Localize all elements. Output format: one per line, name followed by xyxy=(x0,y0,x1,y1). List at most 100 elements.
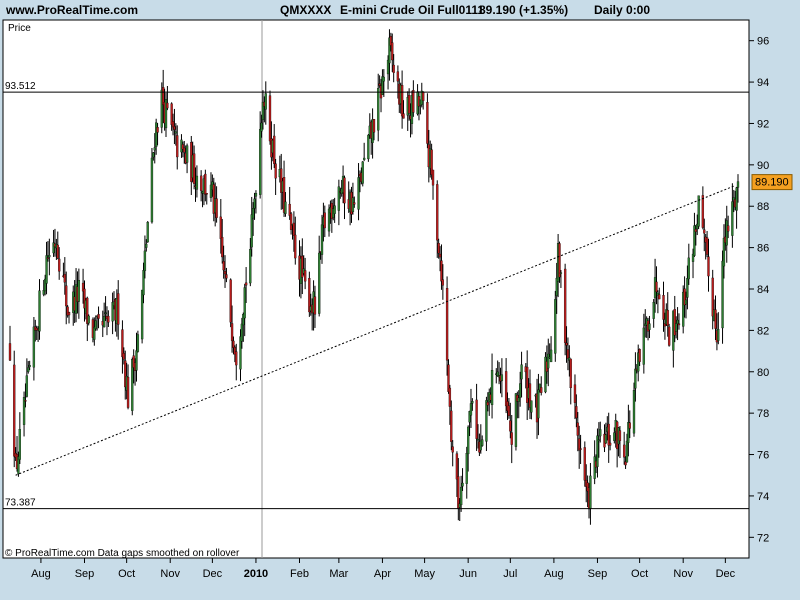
candle-body xyxy=(461,482,464,487)
candle-body xyxy=(722,237,726,267)
plot-area[interactable] xyxy=(2,19,750,559)
candle-body xyxy=(618,430,622,441)
candle-body xyxy=(608,442,612,446)
candle-body xyxy=(46,257,50,259)
candle-body xyxy=(655,281,658,293)
candle-body xyxy=(230,323,234,341)
time-axis: Aug Sep Oct Nov Dec 2010 Feb Mar Apr May Jun Jul Aug… xyxy=(31,558,736,580)
candle-body xyxy=(575,406,578,419)
candle-body xyxy=(337,186,341,211)
candle-body xyxy=(377,88,380,131)
candle-body xyxy=(97,314,100,319)
candle-body xyxy=(274,163,277,179)
candle-body xyxy=(176,135,179,158)
candle-body xyxy=(372,118,376,133)
candle-body xyxy=(707,256,710,277)
candle-body xyxy=(436,184,439,241)
candle-body xyxy=(623,444,626,458)
horizontal-level-label: 73.387 xyxy=(5,498,36,509)
symbol-code: QMXXXX xyxy=(280,3,332,17)
candle-body xyxy=(215,198,218,218)
candle-body xyxy=(705,237,709,255)
price-tick-label: 72 xyxy=(757,532,769,544)
candle-body xyxy=(486,402,489,406)
candle-body xyxy=(736,181,740,188)
candle-body xyxy=(56,244,59,259)
candle-body xyxy=(131,359,134,411)
candle-body xyxy=(558,243,561,278)
candle-body xyxy=(721,260,724,329)
candle-body xyxy=(156,127,159,133)
time-tick-label: Dec xyxy=(716,568,736,580)
candle-body xyxy=(469,403,473,416)
candle-body xyxy=(289,213,293,230)
candle-body xyxy=(504,371,508,407)
candle-body xyxy=(407,94,411,114)
candle-body xyxy=(554,299,557,354)
candle-body xyxy=(86,297,89,324)
candle-body xyxy=(204,173,207,195)
last-price-value: 89.190 xyxy=(755,177,789,189)
candle-body xyxy=(240,323,244,342)
candle-body xyxy=(142,270,145,296)
trendline[interactable] xyxy=(15,185,736,476)
candle-body xyxy=(430,149,433,175)
candle-body xyxy=(686,278,689,298)
candle-body xyxy=(303,270,307,282)
candle-body xyxy=(579,448,582,450)
price-axis-title: Price xyxy=(8,23,31,34)
candle-body xyxy=(199,175,203,191)
candle-body xyxy=(412,90,415,113)
candle-body xyxy=(638,349,641,362)
candle-body xyxy=(135,350,138,371)
price-axis: 72 74 76 78 80 82 84 86 88 90 92 94 96 xyxy=(749,36,769,544)
time-tick-label: Sep xyxy=(75,568,95,580)
candle-body xyxy=(735,187,738,211)
candle-body xyxy=(604,434,608,444)
candle-body xyxy=(28,365,31,367)
price-tick-label: 88 xyxy=(757,201,769,213)
price-tick-label: 84 xyxy=(757,284,769,296)
candle-body xyxy=(634,368,637,389)
site-name: www.ProRealTime.com xyxy=(6,3,139,17)
candle-body xyxy=(173,126,176,130)
price-tick-label: 86 xyxy=(757,243,769,255)
horizontal-lines-layer: 93.512 73.387 xyxy=(3,81,749,510)
candle-body xyxy=(691,253,695,262)
candle-body xyxy=(687,257,690,280)
candle-body xyxy=(563,268,567,343)
candle-body xyxy=(107,315,110,323)
candle-body xyxy=(171,121,175,128)
candle-body xyxy=(273,135,276,164)
candle-body xyxy=(192,153,196,184)
candle-body xyxy=(323,212,326,229)
candle-body xyxy=(628,422,631,429)
candle-body xyxy=(292,222,296,236)
candle-body xyxy=(343,177,346,204)
candle-body xyxy=(229,279,232,323)
candle-body xyxy=(694,229,697,232)
candle-body xyxy=(121,329,124,358)
candle-body xyxy=(400,85,404,117)
candle-body xyxy=(459,486,463,506)
candle-body xyxy=(313,296,317,315)
candle-body xyxy=(264,93,267,110)
candle-body xyxy=(625,440,629,463)
candle-body xyxy=(17,456,20,474)
candle-body xyxy=(104,312,107,314)
candle-body xyxy=(714,309,717,329)
candle-body xyxy=(320,224,324,255)
candle-body xyxy=(509,420,512,432)
price-tick-label: 96 xyxy=(757,36,769,48)
time-tick-label: Aug xyxy=(544,568,564,580)
candle-body xyxy=(701,195,705,228)
last-price-change: 89.190 (+1.35%) xyxy=(479,3,569,17)
time-tick-label: Jul xyxy=(503,568,517,580)
candle-body xyxy=(239,336,242,370)
time-tick-label: Aug xyxy=(31,568,51,580)
candle-body xyxy=(164,99,168,129)
candle-body xyxy=(126,376,130,408)
candle-body xyxy=(445,288,449,361)
price-tick-label: 92 xyxy=(757,118,769,130)
